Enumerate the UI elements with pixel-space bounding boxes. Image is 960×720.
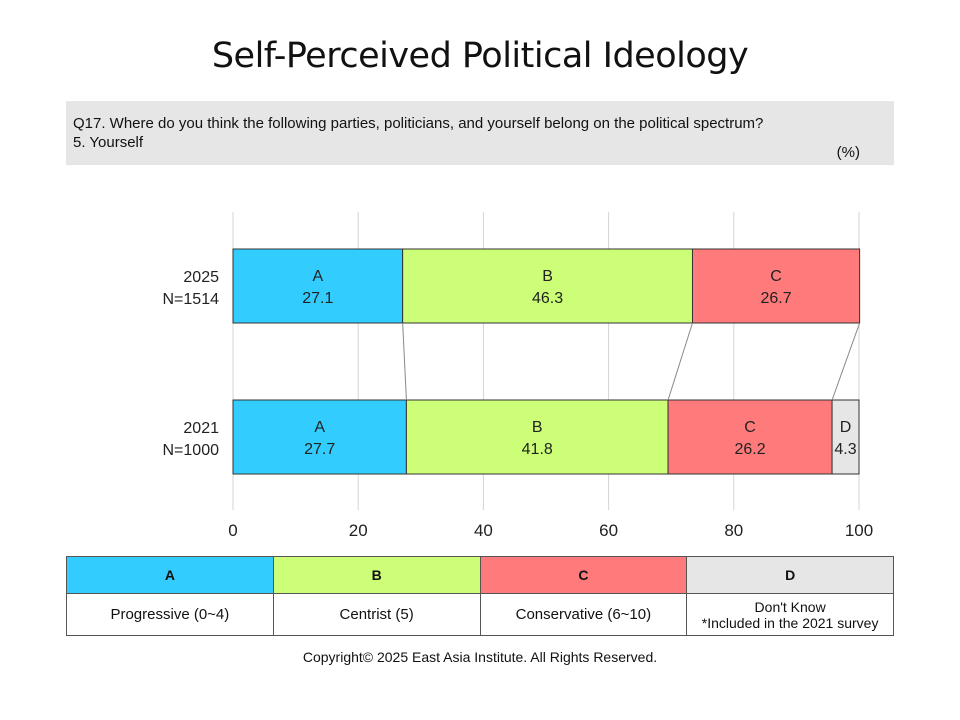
data-label: 27.1 <box>302 290 333 307</box>
legend-note-d: *Included in the 2021 survey <box>701 614 879 631</box>
segment-key-label: C <box>770 268 782 285</box>
data-label: 27.7 <box>304 441 335 458</box>
bar-segment-b <box>405 399 669 475</box>
segment-key-label: A <box>314 419 325 436</box>
data-label: 26.2 <box>735 441 766 458</box>
legend-label-a: Progressive (0~4) <box>66 593 274 636</box>
legend-key-c: C <box>479 556 688 594</box>
x-tick-label: 60 <box>599 521 618 540</box>
question-text: Q17. Where do you think the following pa… <box>73 114 763 152</box>
question-line: Q17. Where do you think the following pa… <box>73 115 764 132</box>
stacked-bar-chart: 0 20 40 60 80 100 A 27.1 B 46.3 C 26.7 2025 N=1514 A 27… <box>163 212 873 540</box>
connector-line <box>402 322 407 401</box>
bar-segment-c <box>667 399 833 475</box>
row-label-n: N=1514 <box>163 291 220 308</box>
connector-line <box>667 322 693 401</box>
legend-key-d: D <box>686 556 894 594</box>
segment-key-label: A <box>312 268 323 285</box>
x-tick-label: 20 <box>349 521 368 540</box>
legend-table: A B C D Progressive (0~4) Centrist (5) C… <box>66 556 894 636</box>
bar-segment-a <box>232 248 404 324</box>
data-label: 46.3 <box>532 290 563 307</box>
segment-key-label: C <box>744 419 756 436</box>
data-label: 26.7 <box>760 290 791 307</box>
question-subitem: 5. Yourself <box>73 134 144 151</box>
legend-label-b: Centrist (5) <box>272 593 481 636</box>
legend-label-c: Conservative (6~10) <box>479 593 688 636</box>
bar-segment-d <box>831 399 860 475</box>
legend-label-d-cell: Don't Know *Included in the 2021 survey <box>686 593 894 636</box>
x-tick-label: 40 <box>474 521 493 540</box>
question-box: Q17. Where do you think the following pa… <box>66 101 894 165</box>
row-label-year: 2021 <box>183 420 219 437</box>
bar-segment-a <box>232 399 407 475</box>
data-label: 41.8 <box>522 441 553 458</box>
data-label: 4.3 <box>834 441 856 458</box>
unit-label: (%) <box>836 144 860 161</box>
legend-key-a: A <box>66 556 274 594</box>
x-tick-label: 80 <box>724 521 743 540</box>
legend-key-b: B <box>272 556 481 594</box>
segment-key-label: B <box>542 268 553 285</box>
segment-key-label: B <box>532 419 543 436</box>
connector-line <box>831 322 861 401</box>
x-tick-label: 100 <box>845 521 873 540</box>
page-title: Self-Perceived Political Ideology <box>211 36 749 76</box>
row-label-year: 2025 <box>183 269 219 286</box>
bar-segment-b <box>402 248 693 324</box>
bar-segment-c <box>691 248 861 324</box>
copyright: Copyright© 2025 East Asia Institute. All… <box>302 649 658 665</box>
row-label-n: N=1000 <box>163 442 220 459</box>
legend-label-d: Don't Know <box>754 598 826 615</box>
segment-key-label: D <box>840 419 852 436</box>
x-tick-label: 0 <box>228 521 237 540</box>
